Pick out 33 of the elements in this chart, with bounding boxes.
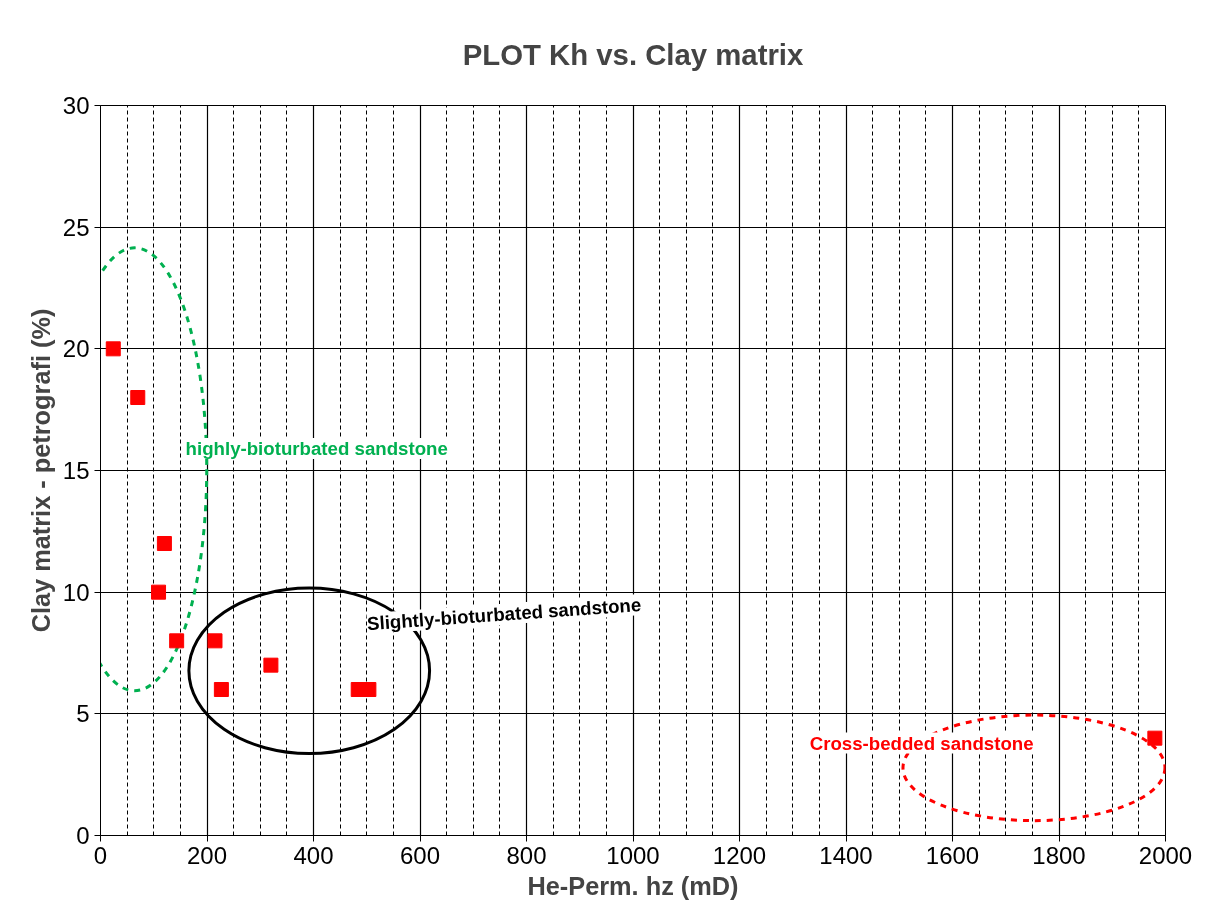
x-tick-label: 800 [506, 841, 547, 869]
x-tick-label: 1200 [712, 841, 767, 869]
x-tick-label: 1600 [925, 841, 980, 869]
annotation: highly-bioturbated sandstone [185, 438, 448, 460]
x-tick-label: 200 [186, 841, 228, 869]
x-tick-label: 0 [93, 841, 108, 869]
chart-title: PLOT Kh vs. Clay matrix [462, 37, 805, 71]
point [151, 584, 167, 600]
annotation: Slightly-bioturbated sandstone [366, 593, 642, 635]
y-axis-title: Clay matrix - petrografi (%) [26, 308, 55, 633]
point [105, 341, 121, 357]
annotation: Cross-bedded sandstone [809, 732, 1034, 754]
point [156, 536, 172, 551]
x-axis-title: He-Perm. hz (mD) [527, 871, 739, 900]
x-tick-label: 1800 [1032, 841, 1086, 869]
y-tick-label: 25 [62, 213, 90, 241]
y-tick-label: 30 [62, 92, 90, 119]
point [213, 682, 229, 697]
y-tick-label: 10 [62, 578, 90, 606]
x-tick-label: 1400 [819, 841, 873, 869]
point [207, 633, 223, 649]
x-tick-label: 1000 [606, 841, 660, 869]
y-tick-label: 5 [76, 700, 90, 728]
y-tick-label: 0 [76, 822, 90, 849]
x-tick-label: 2000 [1138, 841, 1193, 869]
x-tick-label: 600 [399, 841, 441, 869]
point [130, 390, 146, 405]
point [169, 633, 185, 649]
y-tick-label: 15 [62, 457, 90, 484]
point [263, 657, 279, 673]
y-tick-label: 20 [62, 335, 90, 363]
x-tick-label: 400 [293, 841, 334, 869]
point [1147, 730, 1163, 746]
